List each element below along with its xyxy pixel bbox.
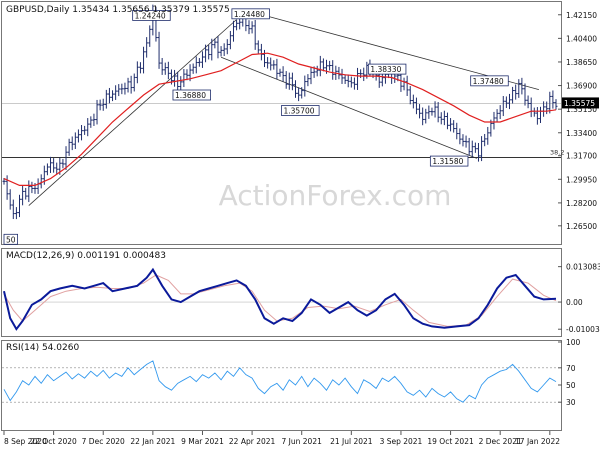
uptrend-line — [28, 19, 237, 206]
price-y-tick-label: 1.36900 — [566, 82, 597, 91]
price-annotation-label: 1.24480 — [234, 10, 265, 19]
rsi-y-tick-label: 70 — [566, 364, 576, 373]
x-axis-tick-label: 7 Dec 2020 — [82, 437, 125, 446]
price-y-tick-label: 1.35150 — [566, 105, 597, 114]
x-axis-tick-label: 7 Jun 2021 — [282, 437, 323, 446]
price-y-tick-label: 1.28200 — [566, 199, 597, 208]
rsi-y-tick-label: 50 — [566, 381, 576, 390]
price-annotation-box — [367, 63, 407, 75]
macd-y-tick-label: 0.013083 — [566, 263, 600, 272]
macd-y-tick-label: -0.01003 — [566, 325, 600, 334]
price-y-tick-label: 1.31700 — [566, 152, 597, 161]
price-annotation-label: 1.24240 — [135, 11, 166, 20]
price-annotation-box — [132, 10, 171, 21]
price-annotation-box — [231, 8, 270, 20]
price-annotation-label: 1.38330 — [370, 65, 401, 74]
macd-series-layer — [2, 267, 561, 331]
x-axis-tick-label: 9 Mar 2021 — [181, 437, 224, 446]
fib-level-label: 38.2 — [550, 148, 564, 156]
price-annotation-label: 1.31580 — [432, 157, 463, 166]
watermark: ActionForex.com — [219, 179, 452, 212]
price-series-layer: 38.2 1.24240 1.24480 1.36880 1.35700 1.38330 1… — [2, 4, 564, 245]
price-y-tick-label: 1.38650 — [566, 58, 597, 67]
price-y-tick-label: 1.33400 — [566, 129, 597, 138]
x-axis-tick-label: 22 Apr 2021 — [229, 437, 276, 446]
price-y-tick-label: 1.29950 — [566, 175, 597, 184]
macd-title: MACD(12,26,9) 0.001191 0.000483 — [6, 251, 166, 261]
price-panel-frame — [1, 1, 562, 245]
macd-main-line — [3, 267, 557, 331]
price-y-tick-label: 1.26500 — [566, 222, 597, 231]
x-axis-tick-label: 22 Oct 2020 — [30, 437, 77, 446]
x-axis-tick-label: 3 Sep 2021 — [380, 437, 423, 446]
price-annotation-box — [429, 155, 469, 167]
price-y-tick-label: 1.40400 — [566, 34, 597, 43]
last-price-tag-label: 1.35575 — [564, 99, 595, 108]
price-annotation-box — [172, 89, 211, 101]
price-annotation-label: 1.37480 — [473, 77, 504, 86]
rsi-y-tick-label: 30 — [566, 398, 576, 407]
rsi-title: RSI(14) 54.0260 — [6, 343, 79, 353]
last-price-tag — [562, 97, 599, 109]
rsi-series-layer — [2, 360, 561, 403]
x-axis-tick-label: 2 Dec 2021 — [479, 437, 522, 446]
price-annotation-label: 50 — [6, 235, 16, 244]
price-annotation-box — [3, 233, 19, 245]
x-axis-tick-label: 17 Jan 2022 — [515, 437, 560, 446]
rsi-y-tick-label: 100 — [566, 338, 581, 347]
x-axis-tick-label: 21 Jul 2021 — [330, 437, 373, 446]
macd-panel-frame — [1, 248, 562, 337]
sma-line — [3, 52, 557, 186]
x-axis-tick-label: 8 Sep 2020 — [4, 437, 47, 446]
x-axis-tick-label: 19 Oct 2021 — [427, 437, 474, 446]
price-annotation-box — [281, 105, 320, 116]
price-y-tick-label: 1.42150 — [566, 11, 597, 20]
rsi-line — [3, 360, 557, 403]
symbol-header: GBPUSD,Daily 1.35434 1.35656 1.35379 1.3… — [6, 5, 230, 15]
x-axis-tick-label: 22 Jan 2021 — [130, 437, 175, 446]
price-annotation-box — [470, 75, 509, 87]
channel-lower-line — [220, 56, 478, 159]
axis-labels-layer: 1.42150 1.40400 1.38650 1.36900 1.35150 1.334… — [3, 11, 600, 446]
macd-y-tick-label: 0.00 — [566, 298, 583, 307]
price-annotation-label: 1.35700 — [284, 107, 315, 116]
price-annotation-label: 1.36880 — [175, 91, 206, 100]
